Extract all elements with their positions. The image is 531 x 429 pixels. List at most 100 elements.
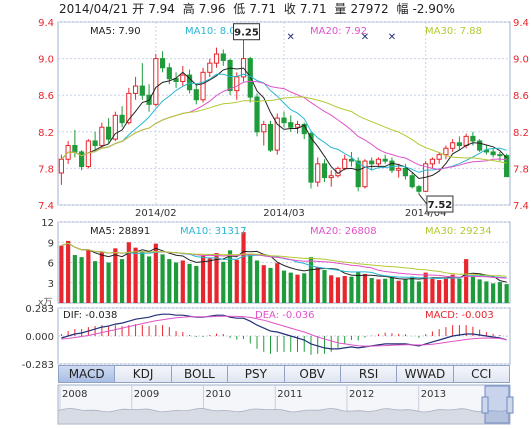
candle-body: [470, 135, 476, 142]
timeline-right-handle[interactable]: [506, 396, 514, 414]
price-y-tick-left: 7.4: [38, 201, 54, 212]
annotation-label: 7.52: [428, 200, 453, 211]
macd-dif-line: [61, 313, 507, 350]
volume-bar: [457, 278, 462, 303]
tab-psy[interactable]: PSY: [228, 366, 285, 382]
candle-body: [497, 154, 503, 157]
candle-body: [429, 158, 436, 165]
candle-body: [213, 53, 220, 64]
close-label: 收: [283, 2, 296, 16]
volume-bar: [504, 284, 509, 303]
candle-body: [281, 117, 287, 124]
candle-body: [382, 158, 388, 162]
price-legend-ma10: MA10: 8.00: [185, 26, 242, 37]
tab-boll[interactable]: BOLL: [171, 366, 229, 382]
candle-body: [362, 160, 368, 188]
tab-obv[interactable]: OBV: [284, 366, 341, 382]
volume-bar: [362, 273, 368, 303]
quote-date: 2014/04/21: [59, 2, 129, 16]
volume-y-tick: 6: [48, 259, 54, 270]
volume-bar: [200, 255, 206, 303]
candle-body: [99, 126, 105, 147]
volume-bar: [248, 254, 253, 303]
candle-body: [463, 135, 469, 147]
volume-panel[interactable]: 12 9 6 3 x万 MA5: 28891 MA10: 31317 MA20: 26808 M…: [38, 218, 511, 308]
price-y-tick-left: 8.6: [38, 91, 54, 102]
candle-body: [58, 158, 64, 174]
volume-bar: [335, 277, 341, 303]
volume-bar: [187, 263, 192, 303]
candle-body: [119, 114, 125, 124]
candle-body: [186, 74, 193, 91]
volume-bar: [133, 247, 138, 303]
price-y-tick-right: 7.8: [513, 164, 529, 175]
candle-body: [342, 158, 348, 169]
low-value: 7.71: [249, 2, 277, 16]
volume-bar: [315, 267, 320, 303]
change-label: 幅: [396, 2, 409, 16]
volume-bar: [349, 276, 354, 303]
candle-body: [308, 133, 314, 183]
candle-body: [375, 158, 382, 165]
volume-bar: [86, 249, 91, 303]
volume-bar: [497, 282, 502, 303]
open-label: 开: [132, 2, 145, 16]
timeline-year-label: 2012: [349, 389, 374, 400]
volume-label: 量: [334, 2, 347, 16]
candle-body: [443, 147, 449, 156]
macd-legend-dif: DIF: -0.038: [63, 310, 117, 321]
volume-bar: [72, 255, 77, 303]
macd-panel[interactable]: 0.283 0.000 -0.283 DIF: -0.038 DEA: -0.036 MA…: [22, 304, 511, 371]
tab-rsi[interactable]: RSI: [340, 366, 398, 382]
tab-kdj[interactable]: KDJ: [115, 366, 172, 382]
volume-bar: [322, 269, 327, 303]
volume-bar: [146, 256, 152, 303]
tab-macd[interactable]: MACD: [59, 366, 116, 382]
timeline-year-label: 2009: [134, 389, 159, 400]
tab-wwad[interactable]: WWAD: [397, 366, 454, 382]
candle-body: [254, 96, 260, 133]
price-ma5-line: [61, 67, 507, 180]
price-y-tick-right: 9.4: [513, 18, 529, 29]
timeline-selection-window[interactable]: [484, 385, 510, 424]
candle-body: [72, 145, 78, 153]
candle-body: [402, 167, 409, 177]
price-panel[interactable]: 9.4 9.4 9.0 9.0 8.6 8.6 8.2 8.2 7.8 7.8 7.4 7.4 2014…: [38, 18, 529, 219]
macd-dea-line: [61, 315, 507, 347]
volume-bar: [389, 277, 395, 303]
annotation-box: [426, 195, 454, 213]
high-value: 7.96: [198, 2, 226, 16]
volume-bar: [329, 275, 334, 303]
price-y-tick-right: 7.4: [513, 201, 529, 212]
volume-bar: [443, 277, 449, 303]
macd-legend-macd: MACD: -0.003: [425, 310, 494, 321]
volume-bar: [153, 243, 158, 303]
volume-bar: [376, 279, 381, 303]
volume-bar: [423, 272, 428, 303]
candle-body: [126, 92, 132, 124]
candle-body: [369, 160, 375, 165]
candle-body: [274, 117, 280, 151]
volume-y-tick: 3: [48, 279, 54, 290]
tab-cci[interactable]: CCI: [453, 366, 509, 382]
change-value: -2.90%: [412, 2, 455, 16]
candle-body: [139, 85, 145, 96]
volume-bar: [430, 278, 435, 303]
timeline-year-label: 2013: [421, 389, 446, 400]
macd-y-tick: 0.000: [25, 332, 54, 343]
price-y-tick-left: 7.8: [38, 164, 54, 175]
candle-body: [106, 126, 112, 140]
volume-bar: [214, 253, 219, 303]
candle-body: [328, 175, 334, 179]
volume-bar: [484, 281, 489, 303]
price-y-tick-right: 8.2: [513, 128, 529, 139]
volume-bar: [234, 259, 239, 303]
volume-bar: [160, 254, 165, 303]
timeline-navigator[interactable]: 2008 2009 2010 2011 2012 2013: [57, 384, 514, 425]
volume-bar: [180, 260, 185, 303]
timeline-left-handle[interactable]: [481, 396, 489, 414]
volume-bar: [79, 257, 84, 303]
timeline-overview-area: [57, 407, 511, 425]
volume-bar: [450, 274, 455, 303]
